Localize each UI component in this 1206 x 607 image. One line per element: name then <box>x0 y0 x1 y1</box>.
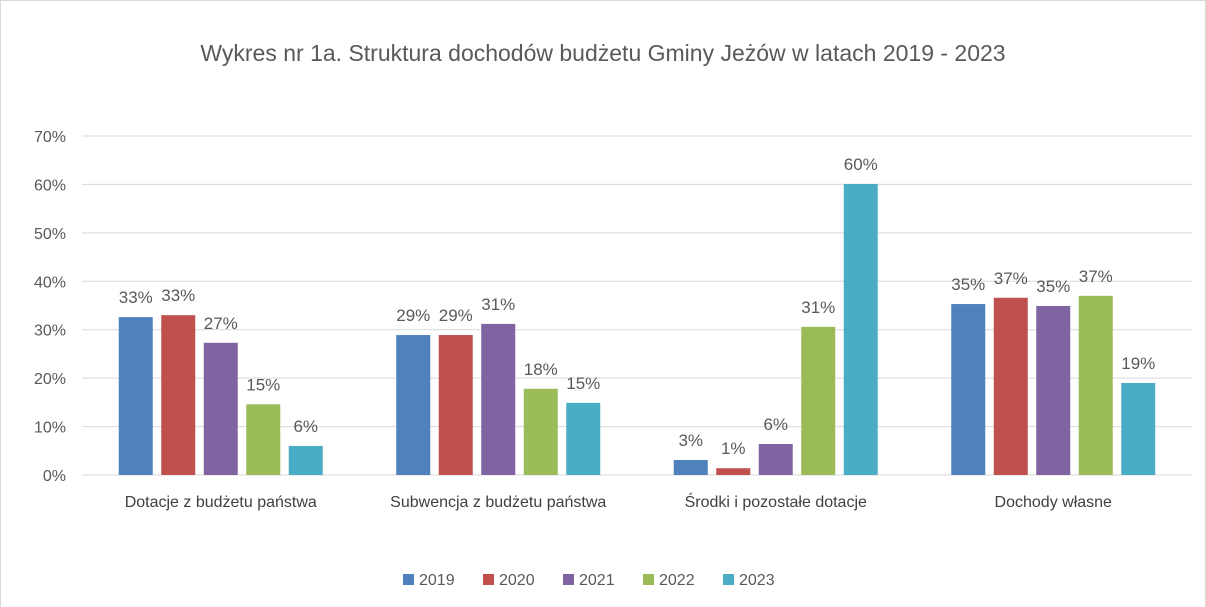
bar <box>246 404 281 475</box>
bar <box>843 183 878 476</box>
bar <box>951 304 986 475</box>
x-tick-label: Dochody własne <box>994 494 1112 511</box>
y-tick-label: 40% <box>34 274 66 291</box>
legend-label: 2019 <box>419 572 455 589</box>
data-label: 6% <box>763 415 788 434</box>
bar <box>993 297 1028 475</box>
bar <box>438 335 473 475</box>
bar <box>161 315 196 475</box>
legend-swatch <box>483 574 494 585</box>
data-label: 15% <box>566 374 600 393</box>
data-label: 1% <box>721 439 746 458</box>
bar <box>481 323 516 475</box>
y-tick-label: 70% <box>34 129 66 146</box>
bar <box>673 459 708 475</box>
x-tick-label: Dotacje z budżetu państwa <box>124 494 317 511</box>
bar <box>523 388 558 475</box>
legend-swatch <box>563 574 574 585</box>
legend-label: 2022 <box>659 572 695 589</box>
bar <box>566 402 601 475</box>
data-label: 60% <box>844 155 878 174</box>
data-label: 31% <box>481 295 515 314</box>
data-label: 27% <box>204 314 238 333</box>
data-label: 6% <box>293 417 318 436</box>
bar <box>1078 295 1113 475</box>
data-label: 33% <box>161 286 195 305</box>
data-label: 29% <box>439 306 473 325</box>
bar <box>288 445 323 475</box>
data-label: 35% <box>1036 277 1070 296</box>
data-label: 33% <box>119 288 153 307</box>
bar <box>118 317 153 475</box>
bar <box>203 342 238 475</box>
data-label: 18% <box>524 360 558 379</box>
y-tick-label: 10% <box>34 420 66 437</box>
y-tick-label: 0% <box>43 468 66 485</box>
bar <box>801 326 836 475</box>
y-tick-label: 30% <box>34 323 66 340</box>
y-tick-label: 50% <box>34 226 66 243</box>
legend-label: 2020 <box>499 572 535 589</box>
data-label: 31% <box>801 298 835 317</box>
data-label: 15% <box>246 375 280 394</box>
legend-label: 2023 <box>739 572 775 589</box>
bar <box>396 335 431 475</box>
data-label: 3% <box>678 431 703 450</box>
data-label: 19% <box>1121 354 1155 373</box>
legend-swatch <box>723 574 734 585</box>
data-label: 29% <box>396 306 430 325</box>
x-tick-label: Środki i pozostałe dotacje <box>684 494 867 511</box>
legend-swatch <box>643 574 654 585</box>
chart-title: Wykres nr 1a. Struktura dochodów budżetu… <box>200 40 1006 66</box>
legend-swatch <box>403 574 414 585</box>
bar <box>716 468 751 475</box>
data-label: 37% <box>994 269 1028 288</box>
x-tick-label: Subwencja z budżetu państwa <box>390 494 607 511</box>
data-label: 35% <box>951 275 985 294</box>
y-tick-label: 20% <box>34 371 66 388</box>
bar <box>1121 382 1156 475</box>
y-tick-label: 60% <box>34 177 66 194</box>
bar <box>758 444 793 475</box>
legend-label: 2021 <box>579 572 615 589</box>
data-label: 37% <box>1079 267 1113 286</box>
bar <box>1036 305 1071 475</box>
